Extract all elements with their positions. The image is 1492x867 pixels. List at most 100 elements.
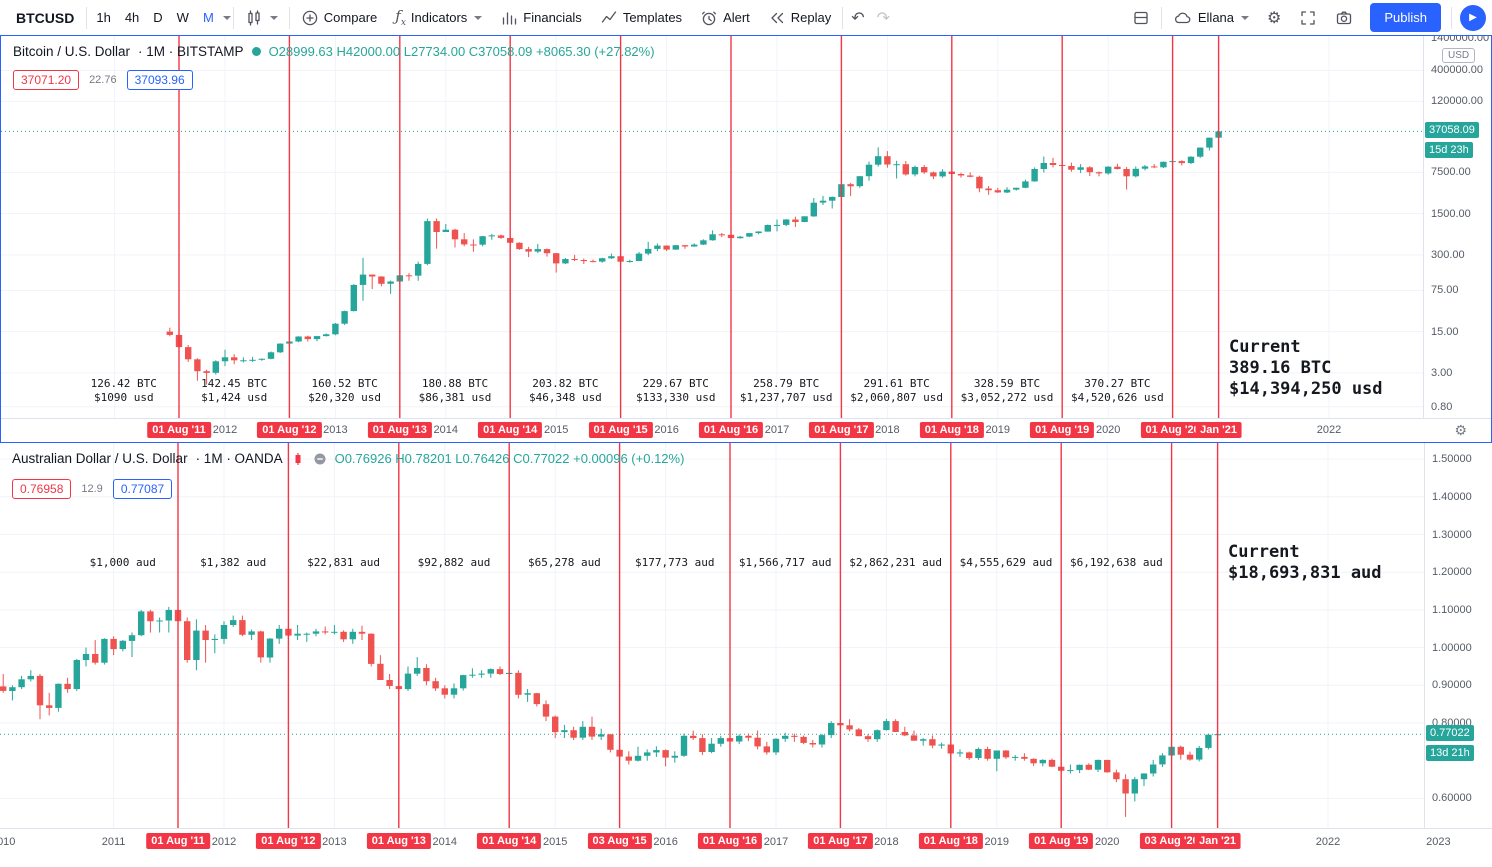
event-date-flag[interactable]: 01 Aug '17: [809, 422, 874, 438]
indicators-label: Indicators: [410, 10, 468, 25]
aud-time-axis[interactable]: 2010 2011 2012 2013 2014 2015 2016 2017 2018 2019…: [0, 828, 1492, 856]
user-chevron-down-icon: [1241, 15, 1250, 20]
event-date-flag[interactable]: 01 Aug '20: [1140, 422, 1205, 438]
event-date-flag[interactable]: 01 Aug '14: [477, 833, 542, 849]
price-axis-label: 3.00: [1431, 366, 1453, 379]
aud-symbol-title[interactable]: Australian Dollar / U.S. Dollar: [12, 451, 188, 466]
year-label: 2019: [985, 424, 1011, 436]
gear-icon: ⚙: [1267, 9, 1282, 27]
event-date-flag[interactable]: 01 Aug '11: [147, 422, 211, 438]
alert-label: Alert: [723, 10, 750, 25]
chart-type-button[interactable]: [236, 0, 287, 35]
toolbar-divider: [288, 6, 290, 29]
publish-button[interactable]: Publish: [1370, 3, 1441, 32]
symbol-search-button[interactable]: BTCUSD: [16, 9, 75, 26]
axis-gear-icon[interactable]: ⚙: [1454, 422, 1467, 438]
event-date-flag[interactable]: 03 Aug '20: [1139, 833, 1204, 849]
year-label: 2023: [1426, 836, 1451, 848]
interval-week-button[interactable]: W: [176, 10, 189, 25]
compare-plus-icon: [301, 9, 319, 27]
event-date-flag[interactable]: 01 Aug '16: [697, 833, 763, 849]
event-date-flag[interactable]: 01 Aug '14: [478, 422, 543, 438]
series-type-candle-icon: [291, 452, 305, 466]
event-date-flag[interactable]: 01 Aug '18: [918, 833, 983, 849]
event-date-flag[interactable]: 01 Aug '18: [919, 422, 984, 438]
layout-select-button[interactable]: [1123, 0, 1159, 35]
btc-sell-price-box[interactable]: 37071.20: [13, 70, 80, 90]
aud-sell-price-box[interactable]: 0.76958: [12, 479, 72, 499]
open-right-panel-button[interactable]: ▶: [1460, 4, 1486, 31]
replay-button[interactable]: Replay: [759, 0, 840, 35]
event-date-flag[interactable]: 01 Aug '16: [698, 422, 764, 438]
data-feed-status-icon: [251, 47, 261, 56]
year-label: 2018: [874, 836, 899, 848]
price-axis-label: 1.10000: [1432, 603, 1472, 616]
btc-price-axis[interactable]: USD 1400000.00 400000.00 120000.00 7500.00 1…: [1423, 36, 1491, 418]
event-date-flag[interactable]: 01 Aug '12: [256, 833, 321, 849]
year-label: 2012: [211, 836, 237, 848]
aud-candlestick-chart[interactable]: [0, 443, 1424, 828]
event-date-flag[interactable]: Jan '21: [1195, 422, 1243, 438]
price-axis-label: 0.60000: [1432, 792, 1472, 805]
current-note-line: $18,693,831 aud: [1228, 563, 1382, 583]
compare-button[interactable]: Compare: [292, 0, 386, 35]
price-axis-label: 300.00: [1431, 248, 1465, 261]
event-date-flag[interactable]: 01 Aug '13: [366, 833, 431, 849]
layout-grid-icon: [1132, 9, 1150, 27]
interval-day-button[interactable]: D: [153, 10, 163, 25]
price-axis-label: 1.40000: [1432, 490, 1472, 503]
event-vertical-lines: [177, 443, 1219, 828]
replay-label: Replay: [790, 10, 832, 25]
btc-time-axis[interactable]: ⚙ 2012 2013 2014 2015 2016 2017 2018 2019 2020 20…: [1, 418, 1491, 442]
circle-minus-icon[interactable]: [313, 452, 327, 466]
user-menu-button[interactable]: Ellana: [1164, 0, 1258, 35]
toolbar-divider: [842, 6, 844, 29]
year-label: 2022: [1315, 836, 1341, 848]
aud-ohlc-values: O0.76926 H0.78201 L0.76426 C0.77022 +0.0…: [334, 451, 685, 466]
price-axis-label: 1.50000: [1432, 453, 1472, 466]
interval-1h-button[interactable]: 1h: [96, 10, 111, 25]
fullscreen-button[interactable]: [1290, 0, 1326, 35]
event-date-flag[interactable]: 01 Aug '15: [588, 422, 653, 438]
chart-type-chevron-down-icon: [269, 15, 278, 20]
aud-price-axis[interactable]: 1.50000 1.40000 1.30000 1.20000 1.10000 1.000…: [1424, 443, 1492, 828]
year-label: 2020: [1095, 424, 1121, 436]
candlestick-series: [0, 606, 1221, 817]
indicators-button[interactable]: ƒx Indicators: [386, 0, 491, 35]
btc-candlestick-chart[interactable]: [1, 36, 1425, 418]
alert-button[interactable]: Alert: [691, 0, 759, 35]
bar-countdown-badge: 15d 23h: [1425, 142, 1473, 159]
snapshot-button[interactable]: [1326, 0, 1362, 35]
redo-icon[interactable]: ↷: [876, 9, 891, 27]
templates-button[interactable]: Templates: [591, 0, 691, 35]
event-date-flag[interactable]: 01 Aug '11: [146, 833, 210, 849]
interval-chevron-down-icon[interactable]: [222, 15, 231, 20]
event-date-flag[interactable]: 01 Aug '19: [1030, 422, 1095, 438]
event-date-flag[interactable]: Jan '21: [1194, 833, 1242, 849]
last-price-badge: 37058.09: [1425, 122, 1479, 139]
price-axis-label: 0.80: [1431, 400, 1453, 413]
currency-unit-badge[interactable]: USD: [1442, 48, 1476, 63]
interval-month-button[interactable]: M: [202, 10, 214, 25]
event-date-flag[interactable]: 01 Aug '17: [808, 833, 873, 849]
settings-button[interactable]: ⚙: [1258, 0, 1290, 35]
audusd-chart-pane: $1,000 aud $1,382 aud $22,831 aud $92,882 a…: [0, 443, 1492, 867]
toolbar-divider: [1451, 6, 1452, 29]
year-label: 2020: [1094, 836, 1120, 848]
event-date-flag[interactable]: 01 Aug '13: [367, 422, 432, 438]
btc-buy-price-box[interactable]: 37093.96: [126, 70, 193, 90]
year-label: 2019: [984, 836, 1010, 848]
year-label: 2010: [0, 836, 16, 848]
year-label: 2016: [653, 836, 678, 848]
event-date-flag[interactable]: 01 Aug '19: [1029, 833, 1094, 849]
btc-bid-ask-bar: 37071.20 22.76 37093.96: [13, 70, 193, 90]
undo-icon[interactable]: ↶: [851, 9, 865, 27]
financials-button[interactable]: Financials: [491, 0, 591, 35]
aud-buy-price-box[interactable]: 0.77087: [112, 479, 173, 499]
templates-label: Templates: [622, 10, 683, 25]
event-date-flag[interactable]: 01 Aug '12: [257, 422, 322, 438]
btc-symbol-title[interactable]: Bitcoin / U.S. Dollar: [13, 44, 131, 59]
event-date-flag[interactable]: 03 Aug '15: [587, 833, 652, 849]
interval-4h-button[interactable]: 4h: [124, 10, 140, 25]
last-price-badge: 0.77022: [1426, 725, 1474, 742]
